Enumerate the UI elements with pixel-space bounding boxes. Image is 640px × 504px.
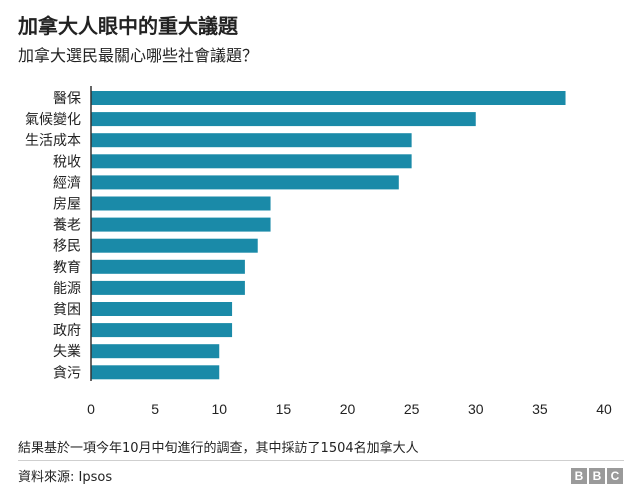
bbc-logo-letter: B	[571, 468, 587, 484]
category-label: 移民	[53, 239, 81, 255]
bar	[91, 323, 233, 338]
bar	[91, 217, 271, 232]
x-tick-label: 0	[87, 401, 95, 417]
category-label: 稅收	[53, 154, 81, 170]
category-label: 經濟	[53, 175, 81, 191]
category-label: 政府	[53, 323, 81, 339]
category-label: 養老	[53, 217, 81, 234]
bar	[91, 133, 412, 148]
footer-divider	[18, 460, 624, 461]
x-tick-label: 10	[211, 401, 227, 417]
category-label: 醫保	[53, 91, 81, 107]
category-label: 房屋	[53, 197, 81, 213]
bbc-logo: B B C	[571, 468, 623, 484]
source-credit: 資料來源: Ipsos	[18, 470, 113, 485]
chart-subtitle: 加拿大選民最關心哪些社會議題？	[18, 46, 259, 65]
bar	[91, 280, 245, 295]
bar	[91, 154, 412, 169]
bar	[91, 259, 245, 274]
bar	[91, 196, 271, 211]
bar	[91, 112, 476, 127]
category-label: 教育	[53, 260, 81, 276]
survey-footnote: 結果基於一項今年10月中旬進行的調查，其中採訪了1504名加拿大人	[18, 441, 419, 456]
bar	[91, 365, 220, 380]
category-label: 生活成本	[25, 133, 81, 149]
bar	[91, 344, 220, 359]
x-tick-label: 20	[340, 401, 356, 417]
x-tick-label: 25	[404, 401, 420, 417]
bar	[91, 175, 399, 190]
bar	[91, 238, 258, 253]
bbc-logo-letter: C	[607, 468, 623, 484]
bbc-logo-letter: B	[589, 468, 605, 484]
category-label: 能源	[53, 281, 81, 297]
category-label: 貪污	[53, 364, 81, 381]
x-tick-label: 30	[468, 401, 484, 417]
category-label: 氣候變化	[25, 112, 81, 128]
x-tick-label: 5	[151, 401, 159, 417]
chart-title: 加拿大人眼中的重大議題	[18, 14, 238, 38]
x-tick-label: 35	[532, 401, 548, 417]
category-label: 失業	[53, 344, 81, 360]
x-tick-label: 15	[276, 401, 292, 417]
category-label: 貧困	[53, 302, 81, 318]
bar	[91, 302, 233, 316]
bar	[91, 91, 566, 105]
x-tick-label: 40	[596, 401, 612, 417]
